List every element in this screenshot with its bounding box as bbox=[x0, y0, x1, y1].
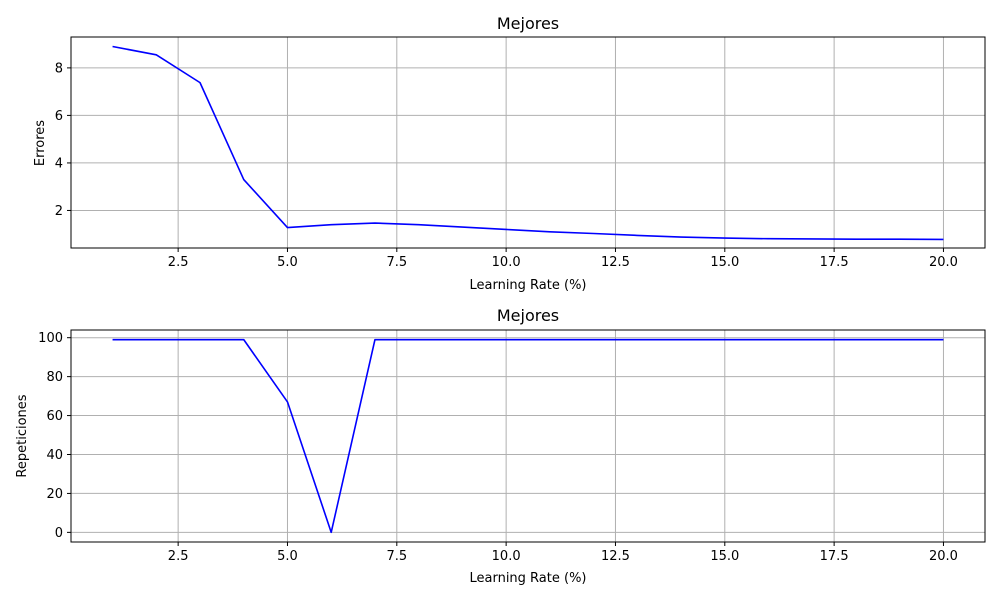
x-tick-label: 10.0 bbox=[492, 549, 521, 564]
x-tick-label: 5.0 bbox=[277, 549, 298, 564]
x-tick-label: 15.0 bbox=[710, 549, 739, 564]
y-tick-label: 20 bbox=[46, 487, 63, 502]
x-tick-label: 12.5 bbox=[601, 255, 630, 270]
y-axis-label: Errores bbox=[33, 120, 48, 166]
series-line bbox=[112, 45, 944, 241]
y-tick-label: 6 bbox=[55, 109, 63, 124]
x-tick-label: 2.5 bbox=[168, 255, 189, 270]
repetitions-chart: Mejores Learning Rate (%) Repeticiones 2… bbox=[15, 306, 986, 586]
y-tick-label: 80 bbox=[46, 370, 63, 385]
series-line bbox=[112, 338, 944, 534]
y-tick-label: 40 bbox=[46, 448, 63, 463]
x-tick-label: 7.5 bbox=[386, 255, 407, 270]
axes-frame bbox=[70, 36, 986, 249]
axes-frame bbox=[70, 329, 986, 543]
y-tick-label: 60 bbox=[46, 409, 63, 424]
x-tick-label: 20.0 bbox=[929, 549, 958, 564]
x-tick-label: 10.0 bbox=[492, 255, 521, 270]
x-tick-label: 17.5 bbox=[820, 549, 849, 564]
y-tick-label: 100 bbox=[38, 331, 63, 346]
grid bbox=[71, 330, 985, 542]
x-tick-label: 20.0 bbox=[929, 255, 958, 270]
y-tick-label: 8 bbox=[55, 61, 63, 76]
x-tick-label: 7.5 bbox=[386, 549, 407, 564]
x-tick-label: 12.5 bbox=[601, 549, 630, 564]
y-tick-label: 0 bbox=[55, 526, 63, 541]
y-tick-label: 4 bbox=[55, 156, 63, 171]
x-tick-label: 5.0 bbox=[277, 255, 298, 270]
x-axis-label: Learning Rate (%) bbox=[469, 571, 586, 586]
x-tick-label: 15.0 bbox=[710, 255, 739, 270]
x-axis-label: Learning Rate (%) bbox=[469, 278, 586, 293]
grid bbox=[71, 37, 985, 248]
y-tick-label: 2 bbox=[55, 204, 63, 219]
x-tick-label: 2.5 bbox=[168, 549, 189, 564]
chart-title: Mejores bbox=[497, 306, 559, 325]
chart-title: Mejores bbox=[497, 14, 559, 33]
errors-chart: Mejores Learning Rate (%) Errores 2.5 5.0… bbox=[33, 14, 986, 293]
y-axis-label: Repeticiones bbox=[15, 394, 30, 477]
x-tick-label: 17.5 bbox=[820, 255, 849, 270]
